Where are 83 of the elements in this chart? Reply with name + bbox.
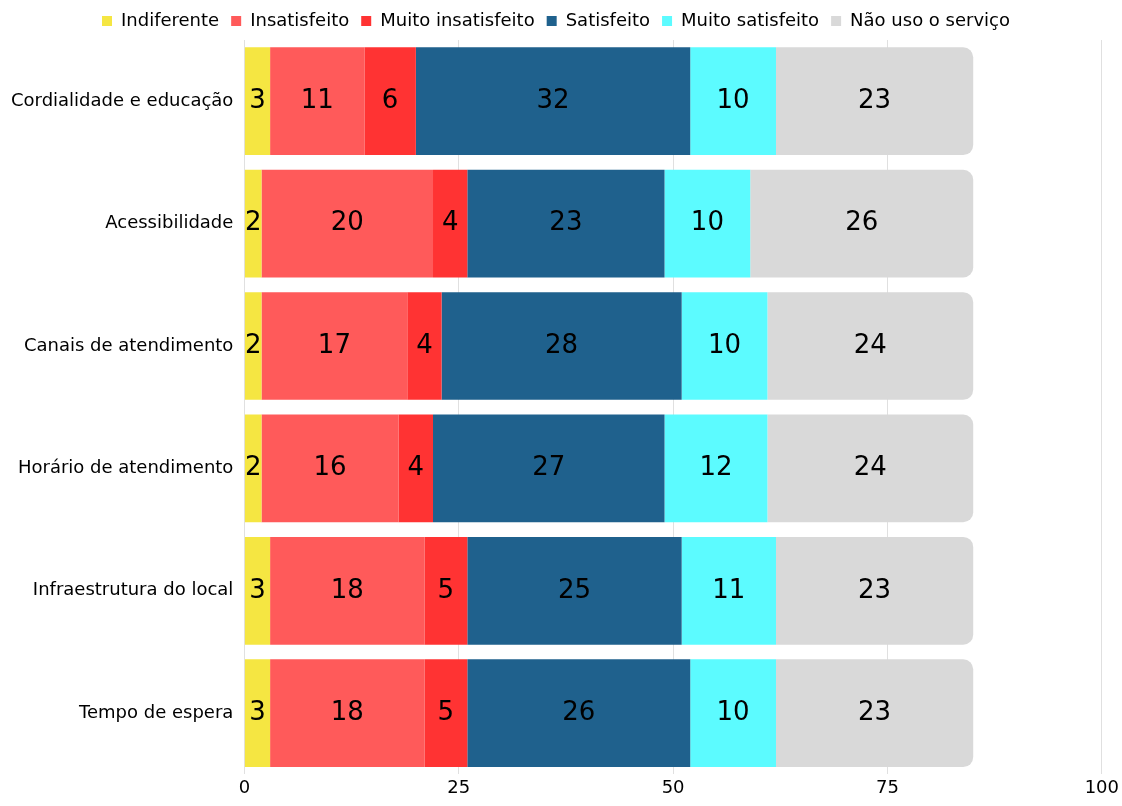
- data-label: 3: [249, 695, 266, 726]
- data-label: 11: [712, 573, 746, 604]
- bar: [424, 659, 468, 768]
- data-label: 3: [249, 83, 266, 114]
- y-tick-label: Horário de atendimento: [17, 456, 234, 478]
- bar: [690, 659, 776, 768]
- data-label: 18: [330, 573, 364, 604]
- bar: [261, 292, 408, 400]
- bar: [441, 292, 682, 400]
- bar: [270, 536, 425, 645]
- bar: [244, 536, 271, 645]
- data-label: 2: [244, 206, 262, 237]
- data-label: 23: [549, 206, 583, 237]
- data-label: 6: [381, 83, 399, 114]
- bar: [433, 169, 468, 278]
- bar: [244, 414, 262, 523]
- bar: [407, 292, 442, 400]
- data-label: 2: [244, 328, 262, 359]
- data-label: 2: [244, 451, 262, 482]
- data-label: 23: [858, 83, 892, 114]
- bar: [244, 169, 262, 278]
- bar: [398, 414, 434, 523]
- bar: [244, 292, 262, 400]
- x-tick-label: 50: [661, 775, 685, 797]
- legend-label: Insatisfeito: [250, 8, 350, 30]
- data-label: 4: [416, 328, 433, 359]
- data-label: 18: [330, 695, 364, 726]
- data-label: 25: [557, 573, 592, 604]
- y-tick-label: Cordialidade e educação: [11, 88, 234, 110]
- data-label: 16: [313, 451, 347, 482]
- data-label: 10: [690, 206, 724, 237]
- x-tick-label: 0: [238, 775, 251, 797]
- bar: [467, 536, 682, 645]
- data-label: 28: [545, 328, 579, 359]
- x-tick-label: 100: [1084, 775, 1119, 797]
- data-label: 26: [845, 206, 879, 237]
- data-label: 3: [249, 573, 266, 604]
- bar: [424, 536, 468, 645]
- bar: [270, 47, 365, 156]
- bar: [681, 536, 776, 645]
- bar: [681, 292, 768, 400]
- data-label: 26: [562, 695, 596, 726]
- bar: [664, 169, 751, 278]
- bar: [415, 47, 691, 156]
- x-tick-label: 25: [447, 775, 471, 797]
- data-label: 10: [716, 695, 750, 726]
- bar: [433, 414, 665, 523]
- y-tick-label: Acessibilidade: [105, 211, 234, 233]
- data-label: 5: [437, 695, 455, 726]
- data-label: 20: [330, 206, 364, 237]
- data-label: 27: [532, 451, 566, 482]
- bar: [467, 659, 691, 768]
- data-label: 4: [441, 206, 459, 237]
- data-label: 23: [858, 695, 892, 726]
- y-tick-label: Tempo de espera: [78, 700, 234, 722]
- bar: [270, 659, 425, 768]
- bar: [364, 47, 416, 156]
- y-tick-label: Infraestrutura do local: [32, 578, 234, 600]
- data-label: 24: [853, 328, 887, 359]
- data-label: 23: [858, 573, 892, 604]
- x-tick-label: 75: [876, 775, 899, 797]
- data-label: 12: [699, 451, 733, 482]
- bar: [244, 659, 271, 768]
- data-label: 11: [300, 83, 334, 114]
- y-tick-label: Canais de atendimento: [23, 333, 234, 355]
- bar: [261, 169, 434, 278]
- legend-label: Muito insatisfeito: [380, 8, 535, 30]
- data-label: 10: [716, 83, 750, 114]
- data-label: 24: [853, 451, 887, 482]
- data-label: 17: [317, 328, 351, 359]
- legend-label: Indiferente: [120, 8, 220, 30]
- legend-label: Muito satisfeito: [681, 8, 820, 30]
- bar: [261, 414, 399, 523]
- bar: [690, 47, 776, 156]
- legend-label: Satisfeito: [565, 8, 651, 30]
- data-label: 4: [407, 451, 425, 482]
- data-label: 32: [536, 83, 570, 114]
- data-label: 10: [708, 328, 742, 359]
- bar: [244, 47, 271, 156]
- legend-label: Não uso o serviço: [850, 8, 1011, 30]
- data-label: 5: [437, 573, 455, 604]
- bar: [664, 414, 768, 523]
- bar: [467, 169, 665, 278]
